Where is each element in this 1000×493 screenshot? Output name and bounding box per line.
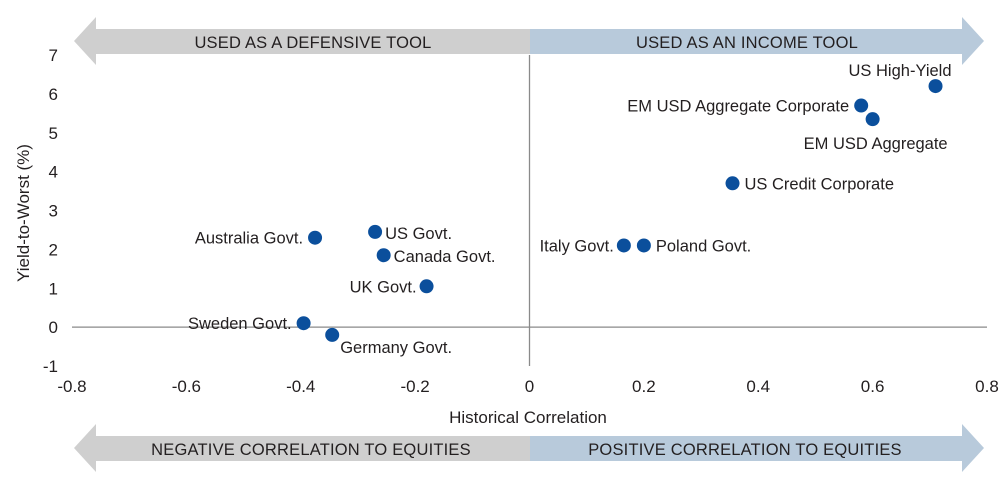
x-tick-label: -0.2 <box>400 377 429 396</box>
x-axis-title: Historical Correlation <box>449 408 607 427</box>
data-point-label: Sweden Govt. <box>188 315 292 333</box>
data-point <box>865 112 880 127</box>
y-tick-label: 4 <box>49 163 58 182</box>
axes <box>72 55 987 366</box>
data-point <box>725 176 740 191</box>
y-tick-label: 7 <box>49 46 58 65</box>
data-point-label: US High-Yield <box>849 62 952 80</box>
data-point-label: Poland Govt. <box>656 237 751 255</box>
data-point-label: Australia Govt. <box>195 230 303 248</box>
data-point-label: EM USD Aggregate <box>804 135 948 153</box>
data-point-label: EM USD Aggregate Corporate <box>627 98 849 116</box>
data-point <box>636 238 651 253</box>
y-tick-label: 5 <box>49 124 58 143</box>
x-tick-label: 0 <box>525 377 534 396</box>
x-tick-label: 0.4 <box>746 377 770 396</box>
negative-correlation-arrow <box>74 424 530 472</box>
data-point-label: US Govt. <box>385 225 452 243</box>
x-tick-label: -0.4 <box>286 377 315 396</box>
bottom-band-arrow: NEGATIVE CORRELATION TO EQUITIES POSITIV… <box>74 424 984 472</box>
y-tick-label: 0 <box>49 318 58 337</box>
defensive-tool-label: USED AS A DEFENSIVE TOOL <box>194 34 431 52</box>
data-point-label: Germany Govt. <box>340 339 452 357</box>
data-point <box>296 316 311 331</box>
data-point <box>308 230 323 245</box>
y-tick-label: 2 <box>49 240 58 259</box>
data-point <box>616 238 631 253</box>
data-point <box>325 327 340 342</box>
data-point-label: Canada Govt. <box>394 248 496 266</box>
data-point <box>376 248 391 263</box>
income-tool-label: USED AS AN INCOME TOOL <box>636 34 858 52</box>
negative-correlation-label: NEGATIVE CORRELATION TO EQUITIES <box>151 441 471 459</box>
data-point-label: UK Govt. <box>350 278 417 296</box>
positive-correlation-label: POSITIVE CORRELATION TO EQUITIES <box>588 441 902 459</box>
x-tick-label: 0.2 <box>632 377 656 396</box>
data-point-label: US Credit Corporate <box>745 175 894 193</box>
data-point-label: Italy Govt. <box>540 237 614 255</box>
defensive-tool-arrow <box>74 17 530 65</box>
x-tick-label: -0.6 <box>172 377 201 396</box>
data-point <box>854 98 869 113</box>
y-axis-title: Yield-to-Worst (%) <box>14 144 33 282</box>
y-tick-label: -1 <box>43 357 58 376</box>
positive-correlation-arrow <box>530 424 984 472</box>
y-tick-label: 3 <box>49 202 58 221</box>
y-tick-label: 6 <box>49 85 58 104</box>
x-tick-label: 0.8 <box>975 377 999 396</box>
data-point <box>928 79 943 94</box>
income-tool-arrow <box>530 17 984 65</box>
top-band-arrow: USED AS A DEFENSIVE TOOL USED AS AN INCO… <box>74 17 984 65</box>
x-tick-label: 0.6 <box>861 377 885 396</box>
y-tick-label: 1 <box>49 279 58 298</box>
data-point <box>419 279 434 294</box>
data-point <box>368 224 383 239</box>
x-tick-label: -0.8 <box>57 377 86 396</box>
tick-labels: -0.8 -0.6 -0.4 -0.2 0 0.2 0.4 0.6 0.8 -1 0 1 2 3 4 5 6 7 <box>43 46 999 396</box>
